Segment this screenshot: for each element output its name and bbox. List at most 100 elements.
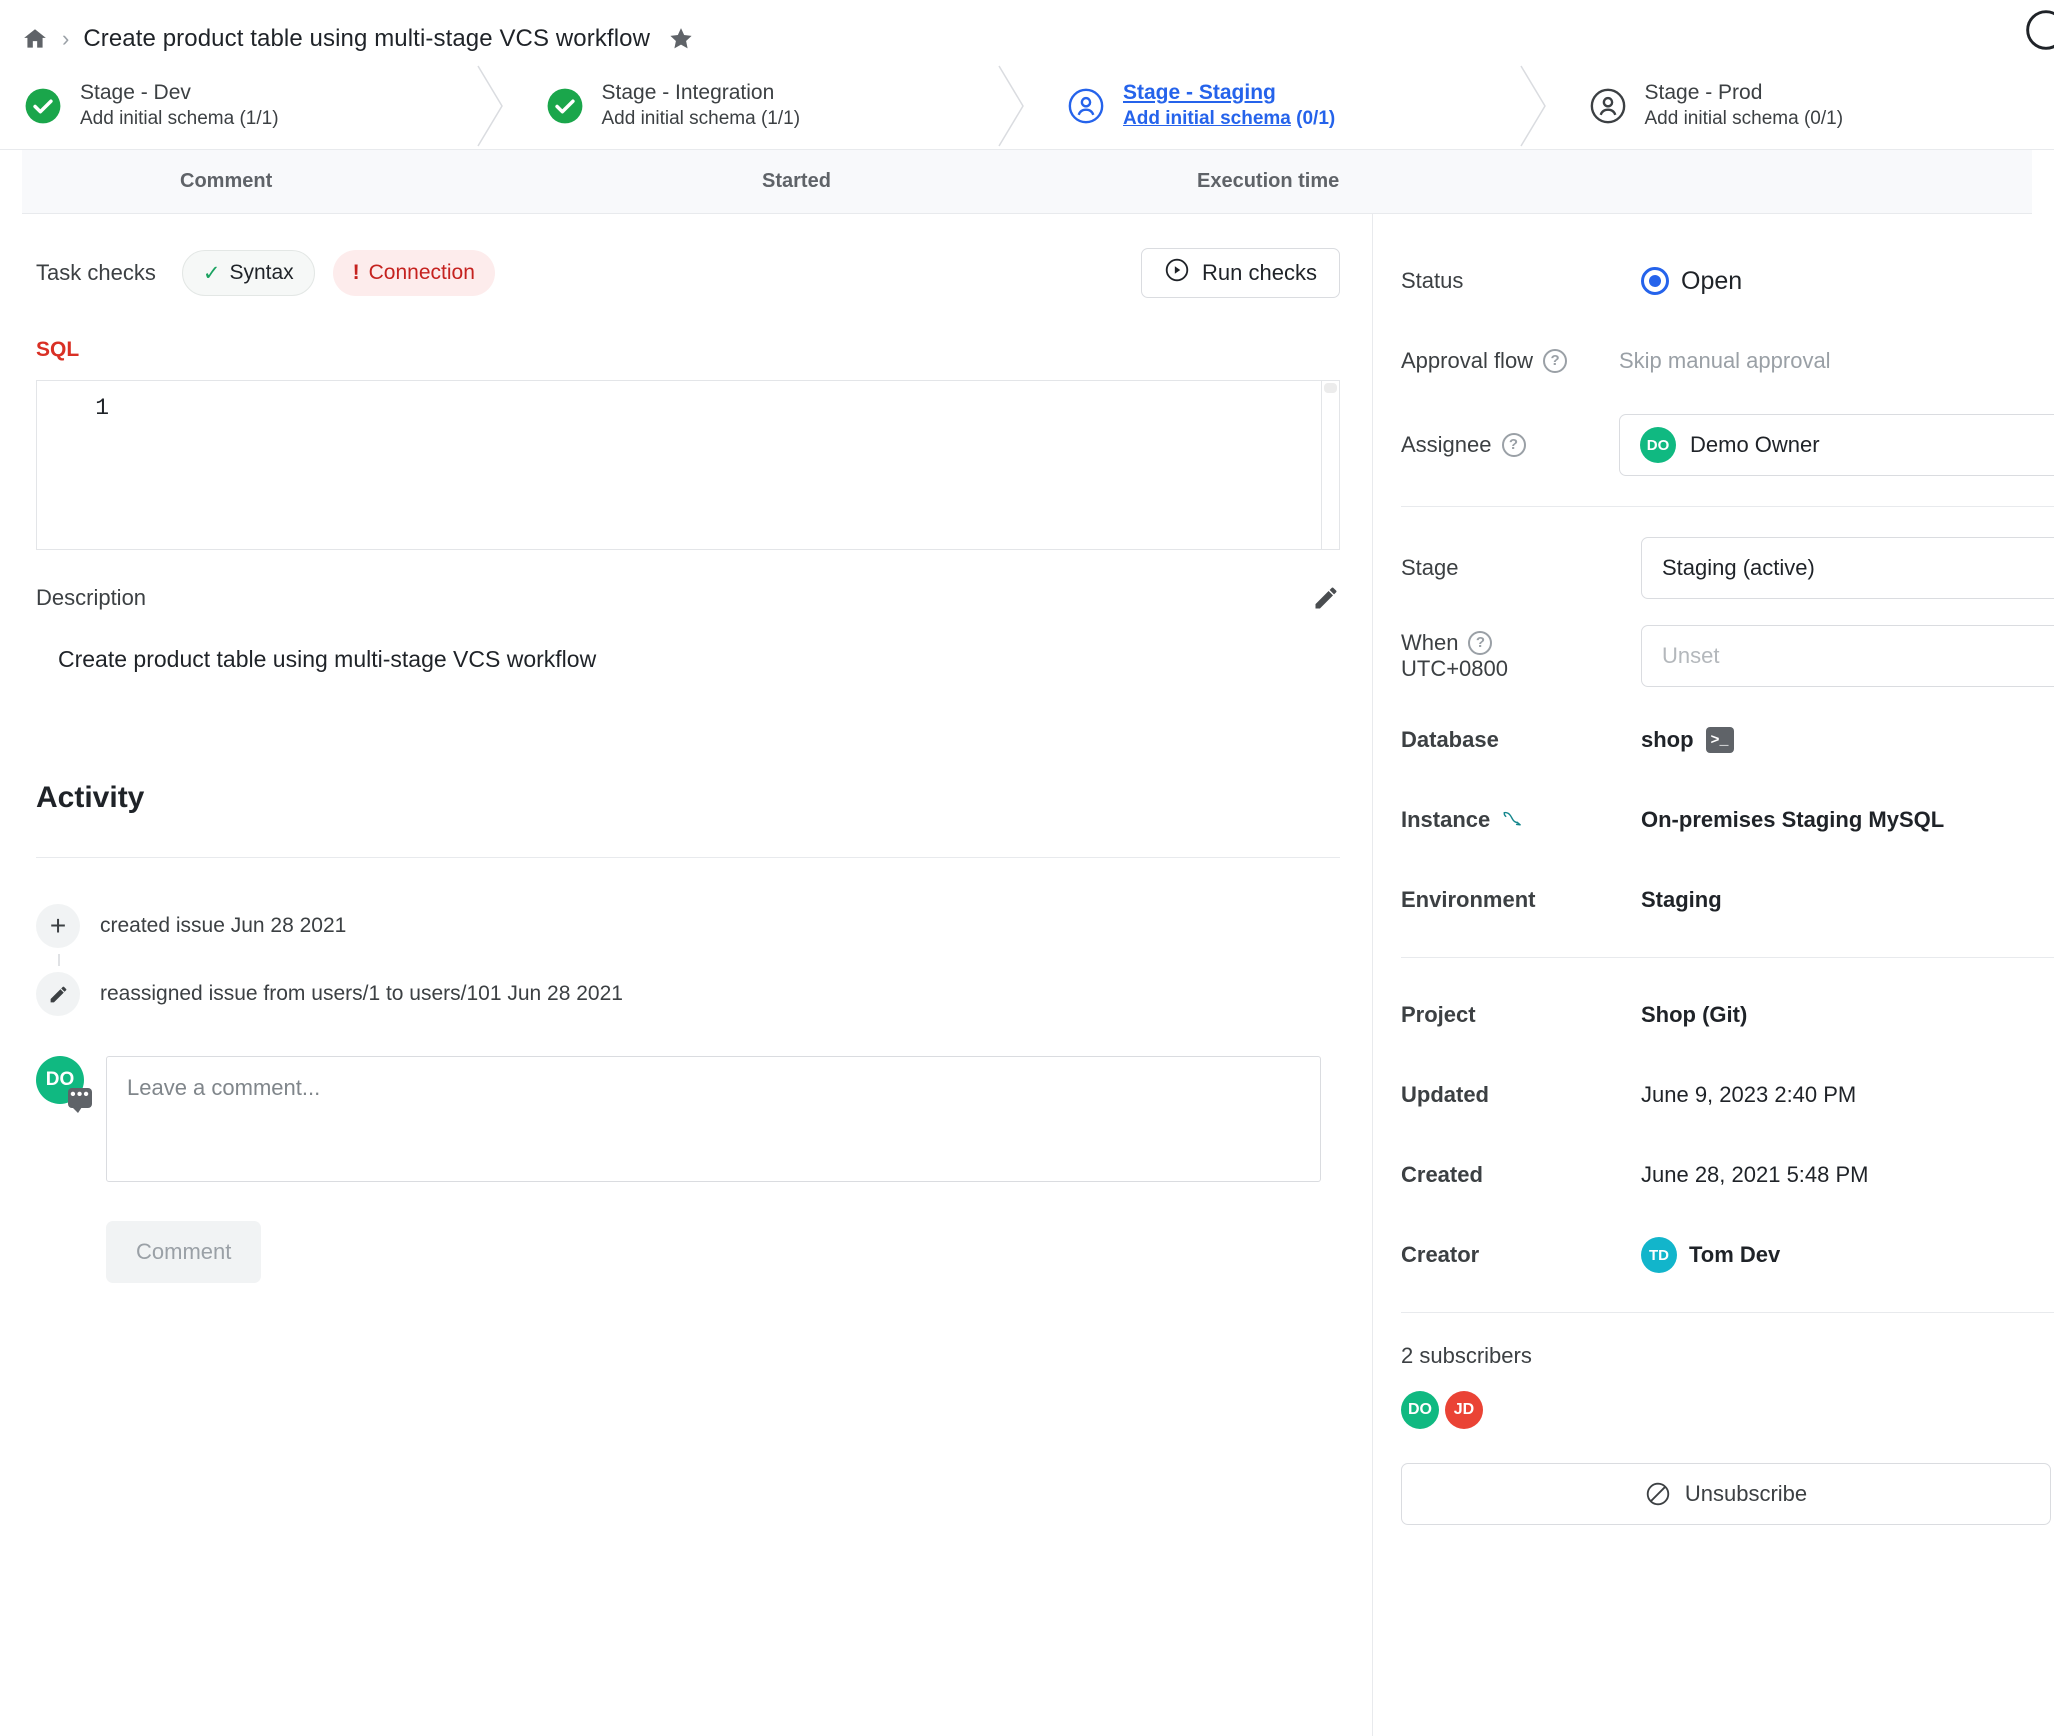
plus-icon: +	[36, 904, 80, 948]
stage-name: Stage - Integration	[601, 81, 775, 104]
stage-name: Stage - Staging	[1123, 81, 1276, 104]
avatar-initials: DO	[36, 1056, 84, 1104]
sidebar-panel: Status Open Approval flow ? Skip manual …	[1373, 214, 2054, 1736]
column-header-comment: Comment	[180, 170, 273, 192]
mysql-dolphin-icon	[1500, 804, 1526, 836]
updated-label: Updated	[1401, 1082, 1489, 1107]
subscriber-avatars: DO JD	[1401, 1391, 2054, 1429]
stage-item-staging[interactable]: Stage - Staging Add initial schema (0/1)	[1011, 62, 1546, 149]
when-value: Unset	[1662, 643, 1720, 668]
star-icon[interactable]	[668, 26, 694, 52]
help-circle-icon[interactable]: ?	[1468, 631, 1493, 655]
check-circle-icon	[24, 87, 62, 125]
unsubscribe-button[interactable]: Unsubscribe	[1401, 1463, 2051, 1525]
ban-icon	[1645, 1481, 1671, 1507]
alert-icon: !	[352, 261, 360, 284]
database-value[interactable]: shop	[1641, 727, 1694, 752]
check-chip-label: Connection	[368, 261, 475, 284]
sql-editor-scrollbar[interactable]	[1321, 381, 1339, 549]
field-status: Status Open	[1401, 254, 2054, 308]
unsubscribe-label: Unsubscribe	[1684, 1481, 1808, 1506]
status-label: Status	[1401, 268, 1464, 293]
home-icon[interactable]	[22, 26, 48, 52]
description-text: Create product table using multi-stage V…	[58, 646, 597, 672]
stage-name: Stage - Prod	[1644, 81, 1763, 104]
field-updated: Updated June 9, 2023 2:40 PM	[1401, 1068, 2054, 1122]
activity-divider	[36, 857, 1340, 858]
column-header-execution-time: Execution time	[1197, 170, 1340, 192]
user-circle-icon	[1589, 87, 1627, 125]
column-header-started: Started	[762, 170, 831, 192]
description-header: Description	[36, 584, 1340, 612]
breadcrumb-separator: ›	[62, 26, 70, 51]
field-project: Project Shop (Git)	[1401, 988, 2054, 1042]
help-circle-icon[interactable]	[2024, 8, 2054, 52]
comment-input[interactable]	[106, 1056, 1321, 1182]
environment-label: Environment	[1401, 887, 1536, 912]
status-radio-icon[interactable]	[1641, 267, 1669, 295]
created-value: June 28, 2021 5:48 PM	[1641, 1162, 1869, 1187]
creator-label: Creator	[1401, 1242, 1480, 1267]
avatar-initials[interactable]: JD	[1445, 1391, 1483, 1429]
field-assignee: Assignee ? DO Demo Owner	[1401, 414, 2054, 476]
check-circle-icon	[546, 87, 584, 125]
run-checks-label: Run checks	[1202, 260, 1317, 285]
sql-editor[interactable]: 1	[36, 380, 1340, 550]
stage-item-dev[interactable]: Stage - Dev Add initial schema (1/1)	[0, 62, 503, 149]
updated-value: June 9, 2023 2:40 PM	[1641, 1082, 1857, 1107]
user-circle-icon	[1067, 87, 1105, 125]
instance-value[interactable]: On-premises Staging MySQL	[1641, 807, 1945, 832]
sidebar-divider	[1401, 957, 2054, 958]
terminal-icon[interactable]: >_	[1705, 727, 1734, 753]
field-approval-flow: Approval flow ? Skip manual approval	[1401, 334, 2054, 388]
status-value: Open	[1681, 266, 1743, 295]
comment-composer: DO ••• Comment	[36, 1056, 1340, 1283]
environment-value: Staging	[1641, 887, 1722, 912]
assignee-label: Assignee ?	[1401, 432, 1601, 458]
check-chip-connection[interactable]: ! Connection	[332, 250, 495, 296]
field-creator: Creator TD Tom Dev	[1401, 1228, 2054, 1282]
activity-item-text: created issue Jun 28 2021	[100, 914, 347, 937]
sql-label: SQL	[36, 338, 80, 361]
stage-item-integration[interactable]: Stage - Integration Add initial schema (…	[490, 62, 1024, 149]
run-checks-button[interactable]: Run checks	[1141, 248, 1340, 298]
avatar-initials[interactable]: DO	[1401, 1391, 1439, 1429]
project-value[interactable]: Shop (Git)	[1641, 1002, 1748, 1027]
help-circle-icon[interactable]: ?	[1543, 349, 1568, 373]
assignee-value: Demo Owner	[1690, 432, 1820, 457]
help-circle-icon[interactable]: ?	[1501, 433, 1526, 457]
task-checks-row: Task checks ✓ Syntax ! Connection	[36, 250, 1340, 296]
avatar: DO •••	[36, 1056, 92, 1113]
when-timezone: UTC+0800	[1401, 656, 1509, 681]
comment-submit-button[interactable]: Comment	[106, 1221, 262, 1283]
when-label: When ? UTC+0800	[1401, 630, 1509, 681]
pencil-icon[interactable]	[1312, 584, 1340, 612]
main-panel: Task checks ✓ Syntax ! Connection Run ch…	[0, 214, 1373, 1736]
stage-name: Stage - Dev	[80, 81, 191, 104]
activity-title: Activity	[36, 781, 145, 814]
stage-select[interactable]: Staging (active)	[1641, 537, 2054, 599]
created-label: Created	[1401, 1162, 1483, 1187]
sidebar-divider	[1401, 506, 2054, 507]
stage-pipeline: Stage - Dev Add initial schema (1/1) Sta…	[0, 62, 2054, 150]
database-label: Database	[1401, 727, 1499, 752]
page-title: Create product table using multi-stage V…	[83, 25, 651, 52]
pencil-icon	[36, 972, 80, 1016]
assignee-select[interactable]: DO Demo Owner	[1619, 414, 2054, 476]
when-datetime-input[interactable]: Unset	[1641, 625, 2054, 687]
subscribers-title: 2 subscribers	[1401, 1343, 1532, 1368]
activity-item-text: reassigned issue from users/1 to users/1…	[100, 982, 623, 1005]
sql-line-number: 1	[95, 395, 109, 421]
avatar-initials: TD	[1641, 1237, 1677, 1273]
stage-item-prod[interactable]: Stage - Prod Add initial schema (0/1)	[1533, 62, 2054, 149]
task-checks-label: Task checks	[36, 260, 156, 285]
field-stage: Stage Staging (active)	[1401, 537, 2054, 599]
project-label: Project	[1401, 1002, 1476, 1027]
stage-value: Staging (active)	[1662, 555, 1815, 580]
activity-item: reassigned issue from users/1 to users/1…	[36, 966, 1340, 1022]
description-label: Description	[36, 585, 147, 610]
subscribers-section: 2 subscribers DO JD Unsubscribe	[1401, 1343, 2054, 1525]
check-chip-syntax[interactable]: ✓ Syntax	[181, 250, 315, 296]
approval-flow-label: Approval flow ?	[1401, 348, 1601, 374]
